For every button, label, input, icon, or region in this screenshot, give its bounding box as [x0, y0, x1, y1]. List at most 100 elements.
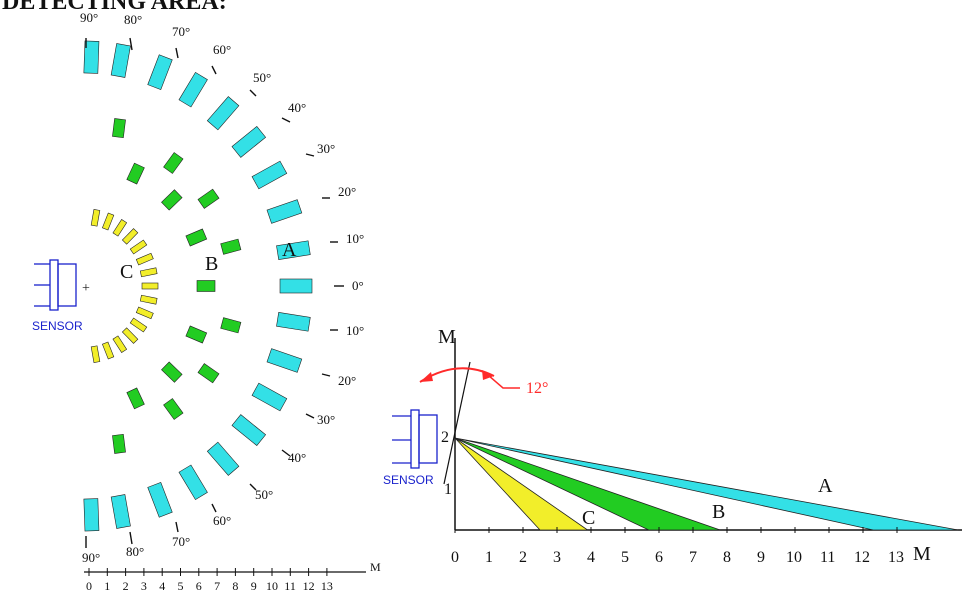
- zone-c-segment: [121, 327, 139, 344]
- zone-b-segment: [220, 238, 242, 255]
- angle-label-lower-10: 10°: [346, 323, 364, 338]
- zone-b-segment: [185, 325, 208, 344]
- side-view-axis-tick-label: 1: [485, 549, 493, 566]
- angle-label-lower-60: 60°: [213, 513, 231, 528]
- angle-label-upper-90: 90°: [80, 10, 98, 25]
- zone-c-segment: [101, 212, 115, 231]
- zone-a-segment: [251, 382, 288, 412]
- angle-label-upper-10: 10°: [346, 231, 364, 246]
- zone-b-segment: [161, 361, 183, 383]
- angle-leader: [305, 153, 315, 157]
- zone-c-label: C: [120, 261, 133, 283]
- side-view-axis-tick-label: 4: [587, 549, 595, 566]
- side-view-axis-tick-label: 12: [854, 549, 870, 566]
- side-view-distance-ticks: 0 1 2 3 4 5 6 7 8 9 10 11 12 13: [451, 527, 904, 566]
- zone-c-segment: [90, 209, 101, 227]
- side-view-axis-tick-label: 8: [723, 549, 731, 566]
- top-view-axis-tick-label: 3: [141, 579, 147, 593]
- zone-a-segment: [178, 71, 208, 108]
- angle-label-lower-20: 20°: [338, 373, 356, 388]
- zone-c-segment: [112, 335, 128, 353]
- zone-c-segment: [121, 228, 139, 245]
- zone-c-segment: [129, 317, 148, 333]
- zone-c-segment: [135, 252, 154, 266]
- top-view-axis-tick-label: 7: [214, 579, 220, 593]
- page-title: DETECTING AREA:: [2, 0, 227, 15]
- zone-b-segment: [196, 280, 216, 292]
- angle-label-lower-70: 70°: [172, 534, 190, 549]
- side-view-axis-tick-label: 13: [888, 549, 904, 566]
- zone-b-label: B: [205, 253, 218, 275]
- angle-label-upper-70: 70°: [172, 24, 190, 39]
- zone-b-segment: [197, 363, 220, 384]
- side-view-axis-tick-label: 3: [553, 549, 561, 566]
- zone-c-segment: [129, 239, 148, 255]
- angle-leader: [305, 413, 315, 419]
- angle-leader: [211, 503, 217, 513]
- top-view-axis-tick-label: 9: [251, 579, 257, 593]
- top-view-axis-tick-label: 1: [104, 579, 110, 593]
- zone-b-segment: [197, 188, 220, 209]
- zone-c-segment: [139, 294, 158, 305]
- zone-a-segment: [206, 441, 240, 476]
- zone-a-segment: [266, 199, 303, 224]
- side-zone-c-label: C: [582, 507, 595, 529]
- zone-a-segment: [178, 464, 208, 501]
- side-view-axis-tick-label: 11: [820, 549, 835, 566]
- zone-b-segments: [112, 118, 242, 454]
- angle-label-lower-90: 90°: [82, 550, 100, 565]
- zone-a-segments: [83, 40, 313, 532]
- zone-a-segment: [279, 278, 313, 294]
- angle-leader-lines: [85, 37, 344, 548]
- zone-b-segment: [112, 433, 126, 454]
- zone-a-segment: [251, 160, 288, 190]
- side-view-vertical-tick-1: 1: [444, 481, 452, 498]
- angle-label-upper-20: 20°: [338, 184, 356, 199]
- angle-leader: [175, 521, 179, 533]
- zone-c-segment: [135, 306, 154, 320]
- sensor-label: SENSOR: [32, 319, 83, 333]
- zone-c-segment: [112, 219, 128, 237]
- sensor-icon: [34, 259, 77, 311]
- angle-label-upper-60: 60°: [213, 42, 231, 57]
- beam-zone-a: [454, 437, 959, 531]
- top-view-axis-tick-label: 4: [159, 579, 165, 593]
- angle-leader: [321, 373, 331, 377]
- side-sensor-label: SENSOR: [383, 473, 434, 487]
- zone-b-segment: [185, 228, 208, 247]
- zone-a-segment: [266, 348, 303, 373]
- zone-a-segment: [231, 125, 267, 158]
- angle-leader: [249, 89, 257, 97]
- side-view-axis-tick-label: 5: [621, 549, 629, 566]
- angle-label-lower-40: 40°: [288, 450, 306, 465]
- top-view-axis-tick-label: 8: [232, 579, 238, 593]
- angle-label-zero: 0°: [352, 278, 364, 293]
- side-view-vertical-axis-label: M: [438, 326, 456, 348]
- angle-label-lower-30: 30°: [317, 412, 335, 427]
- angle-leader: [281, 117, 291, 123]
- zone-b-segment: [163, 398, 184, 420]
- tilt-angle-label: 12°: [526, 380, 548, 397]
- top-view-axis-tick-label: 13: [321, 579, 333, 593]
- zone-b-segment: [163, 152, 184, 174]
- angle-label-upper-50: 50°: [253, 70, 271, 85]
- side-view-beams: [454, 437, 959, 531]
- angle-label-upper-30: 30°: [317, 141, 335, 156]
- angle-label-lower-50: 50°: [255, 487, 273, 502]
- side-zone-b-label: B: [712, 501, 725, 523]
- angle-leader: [175, 47, 179, 59]
- side-view-vertical-tick-2: 2: [441, 429, 449, 446]
- zone-a-segment: [276, 312, 311, 332]
- angle-leader: [129, 37, 133, 51]
- zone-c-segment: [101, 341, 115, 360]
- zone-a-segment: [231, 414, 267, 447]
- zone-a-segment: [110, 43, 131, 78]
- zone-a-segment: [206, 96, 240, 131]
- side-view-horizontal-axis-label: M: [913, 543, 931, 565]
- top-view-axis-tick-label: 12: [303, 579, 315, 593]
- tilt-reference-line: [443, 361, 471, 485]
- side-zone-a-label: A: [818, 475, 833, 497]
- zone-c-segment: [141, 282, 159, 290]
- angle-label-upper-40: 40°: [288, 100, 306, 115]
